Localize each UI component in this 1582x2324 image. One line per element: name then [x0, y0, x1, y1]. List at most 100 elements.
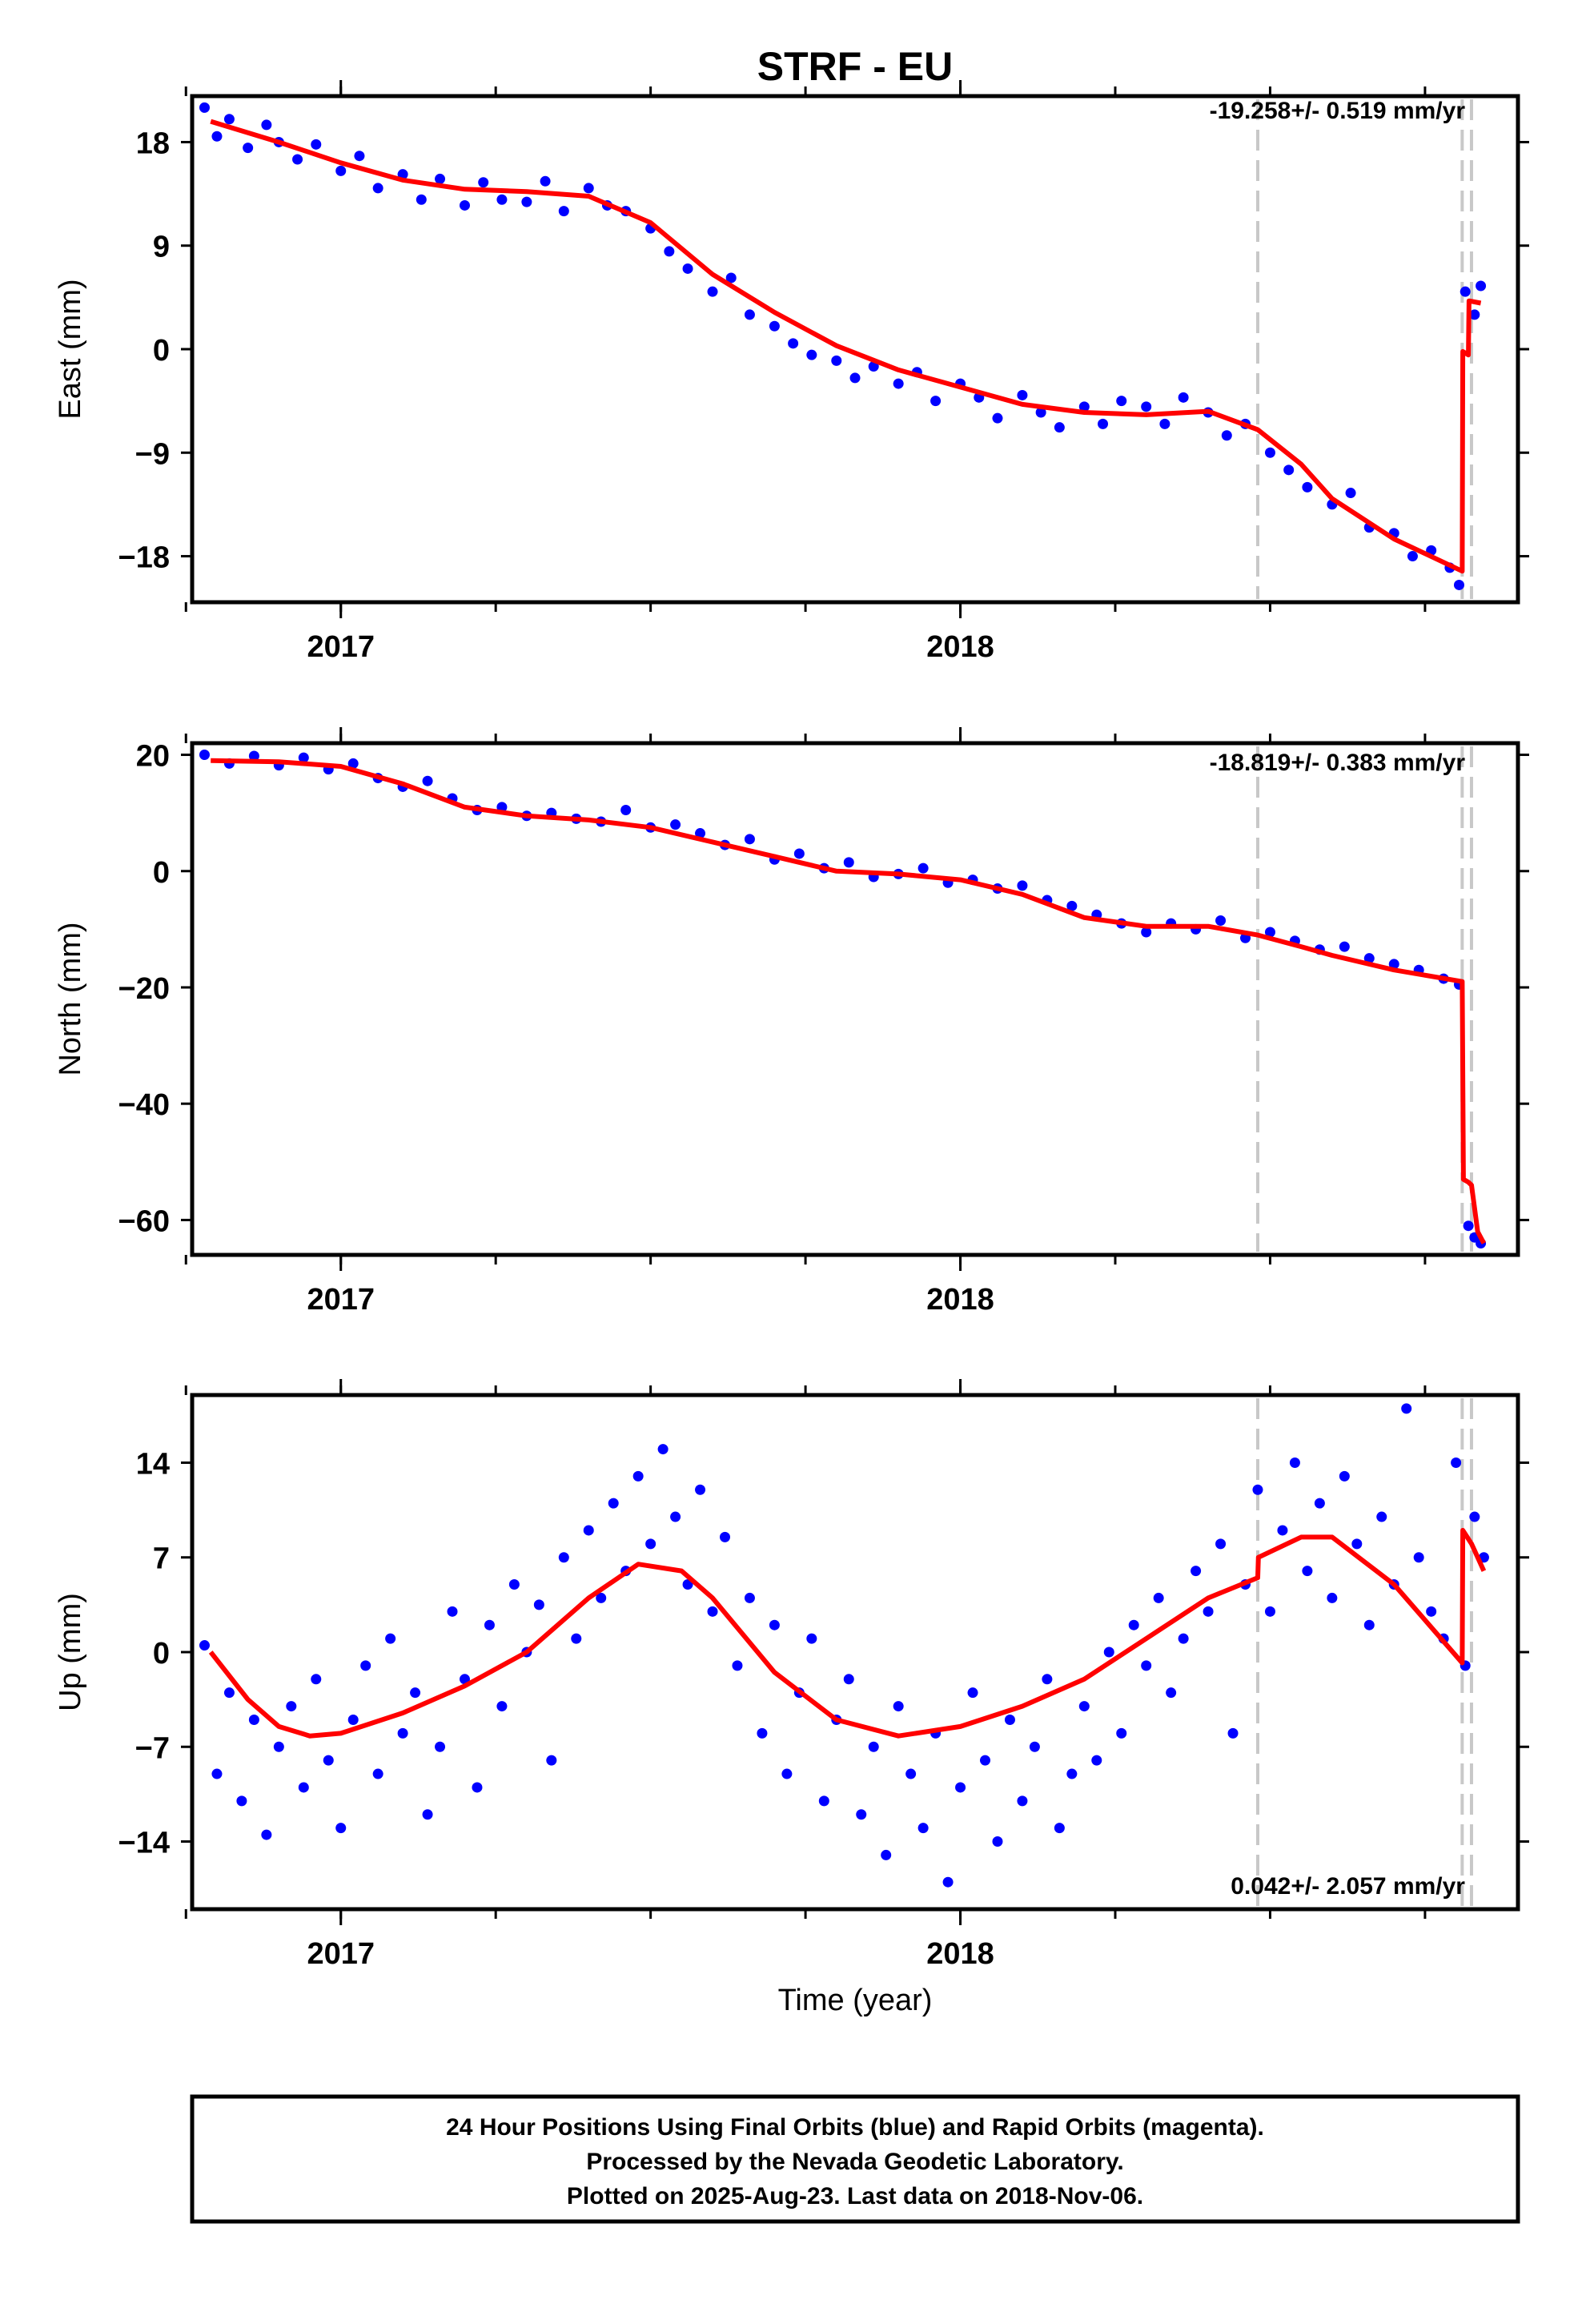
- y-tick-label: 18: [136, 127, 170, 160]
- data-point: [372, 183, 383, 194]
- data-point: [583, 1525, 594, 1536]
- data-point: [335, 1823, 347, 1834]
- data-point: [1277, 1525, 1288, 1536]
- data-point: [211, 131, 223, 142]
- data-point: [806, 1633, 817, 1644]
- data-point: [1407, 551, 1418, 562]
- x-tick-label: 2018: [926, 1283, 994, 1317]
- data-point: [1141, 1660, 1152, 1671]
- data-point: [1017, 880, 1028, 891]
- data-point: [1215, 1538, 1227, 1550]
- data-point: [1078, 1701, 1090, 1712]
- data-point: [1141, 927, 1152, 938]
- y-axis-label: East (mm): [54, 279, 87, 419]
- data-point: [1116, 1727, 1127, 1739]
- x-tick-label: 2017: [307, 1937, 375, 1971]
- data-point: [1351, 1538, 1363, 1550]
- data-point: [682, 1579, 693, 1590]
- data-point: [360, 1660, 371, 1671]
- data-point: [849, 372, 861, 384]
- data-point: [1339, 941, 1350, 952]
- data-point: [893, 1701, 904, 1712]
- data-point: [385, 1633, 396, 1644]
- data-point: [1327, 1592, 1338, 1603]
- data-point: [223, 114, 235, 125]
- data-point: [917, 1823, 929, 1834]
- footer-line-2: Processed by the Nevada Geodetic Laborat…: [586, 2149, 1123, 2175]
- data-point: [620, 805, 632, 816]
- data-point: [1469, 309, 1480, 320]
- x-tick-label: 2017: [307, 630, 375, 664]
- north-panel: −60 −40 −20 0 20 2017 2018 North (mm) -18.819+/-…: [54, 727, 1529, 1317]
- data-point: [806, 349, 817, 360]
- data-point: [1252, 1484, 1263, 1495]
- data-point: [657, 1444, 669, 1455]
- data-point: [1401, 1403, 1412, 1414]
- data-point: [781, 1768, 793, 1779]
- data-point: [347, 758, 359, 769]
- data-point: [831, 355, 842, 366]
- data-point: [1128, 1619, 1139, 1630]
- data-point: [744, 834, 755, 845]
- data-point: [546, 1755, 557, 1766]
- data-point: [1042, 1674, 1053, 1685]
- data-point: [484, 1619, 495, 1630]
- data-point: [261, 119, 272, 131]
- data-point: [311, 1674, 322, 1685]
- up-panel: −14 −7 0 7 14 2017 2018 Up (mm) 0.042+/- 2.057 m…: [54, 1379, 1529, 1971]
- data-point: [818, 1795, 829, 1807]
- y-tick-label: 20: [136, 740, 170, 774]
- data-point: [347, 1714, 359, 1725]
- chart-title: STRF - EU: [757, 44, 953, 89]
- data-point: [248, 1714, 259, 1725]
- x-tick-label: 2018: [926, 630, 994, 664]
- data-point: [707, 1606, 718, 1617]
- data-point: [1227, 1727, 1239, 1739]
- data-point: [1103, 1647, 1114, 1658]
- y-tick-label: 14: [136, 1447, 170, 1481]
- rate-annotation: 0.042+/- 2.057 mm/yr: [1231, 1873, 1465, 1900]
- data-point: [1376, 1511, 1387, 1522]
- data-point: [1035, 407, 1046, 418]
- x-axis-label: Time (year): [778, 1984, 933, 2017]
- data-point: [1191, 1566, 1202, 1577]
- data-point: [893, 378, 904, 389]
- data-point: [1215, 915, 1227, 926]
- data-point: [1345, 488, 1356, 499]
- data-point: [645, 1538, 656, 1550]
- x-tick-label: 2017: [307, 1283, 375, 1317]
- data-point: [1066, 900, 1078, 911]
- data-point: [508, 1579, 520, 1590]
- data-point: [732, 1660, 743, 1671]
- data-point: [757, 1727, 768, 1739]
- data-point: [583, 183, 594, 194]
- data-point: [1426, 1606, 1437, 1617]
- data-point: [744, 1592, 755, 1603]
- data-point: [596, 1592, 607, 1603]
- data-point: [955, 1782, 966, 1793]
- y-tick-label: 0: [153, 334, 170, 368]
- data-point: [298, 752, 309, 763]
- data-point: [1004, 1714, 1015, 1725]
- data-point: [335, 165, 347, 176]
- data-point: [236, 1795, 247, 1807]
- data-point: [1463, 1220, 1474, 1232]
- y-axis-label: Up (mm): [54, 1593, 87, 1711]
- data-point: [248, 750, 259, 762]
- data-point: [1460, 286, 1471, 297]
- data-point: [1166, 1687, 1177, 1699]
- data-point: [496, 194, 508, 205]
- data-point: [843, 857, 854, 868]
- y-tick-label: −20: [118, 972, 170, 1006]
- data-point: [323, 1755, 334, 1766]
- data-point: [1178, 392, 1189, 403]
- data-point: [695, 1484, 706, 1495]
- data-point: [1314, 1498, 1325, 1509]
- data-point: [793, 848, 805, 859]
- y-tick-label: 7: [153, 1542, 170, 1576]
- data-point: [632, 1470, 644, 1482]
- plot-frame: [190, 741, 1520, 1257]
- fit-line: [210, 119, 1482, 574]
- data-point: [1054, 1823, 1065, 1834]
